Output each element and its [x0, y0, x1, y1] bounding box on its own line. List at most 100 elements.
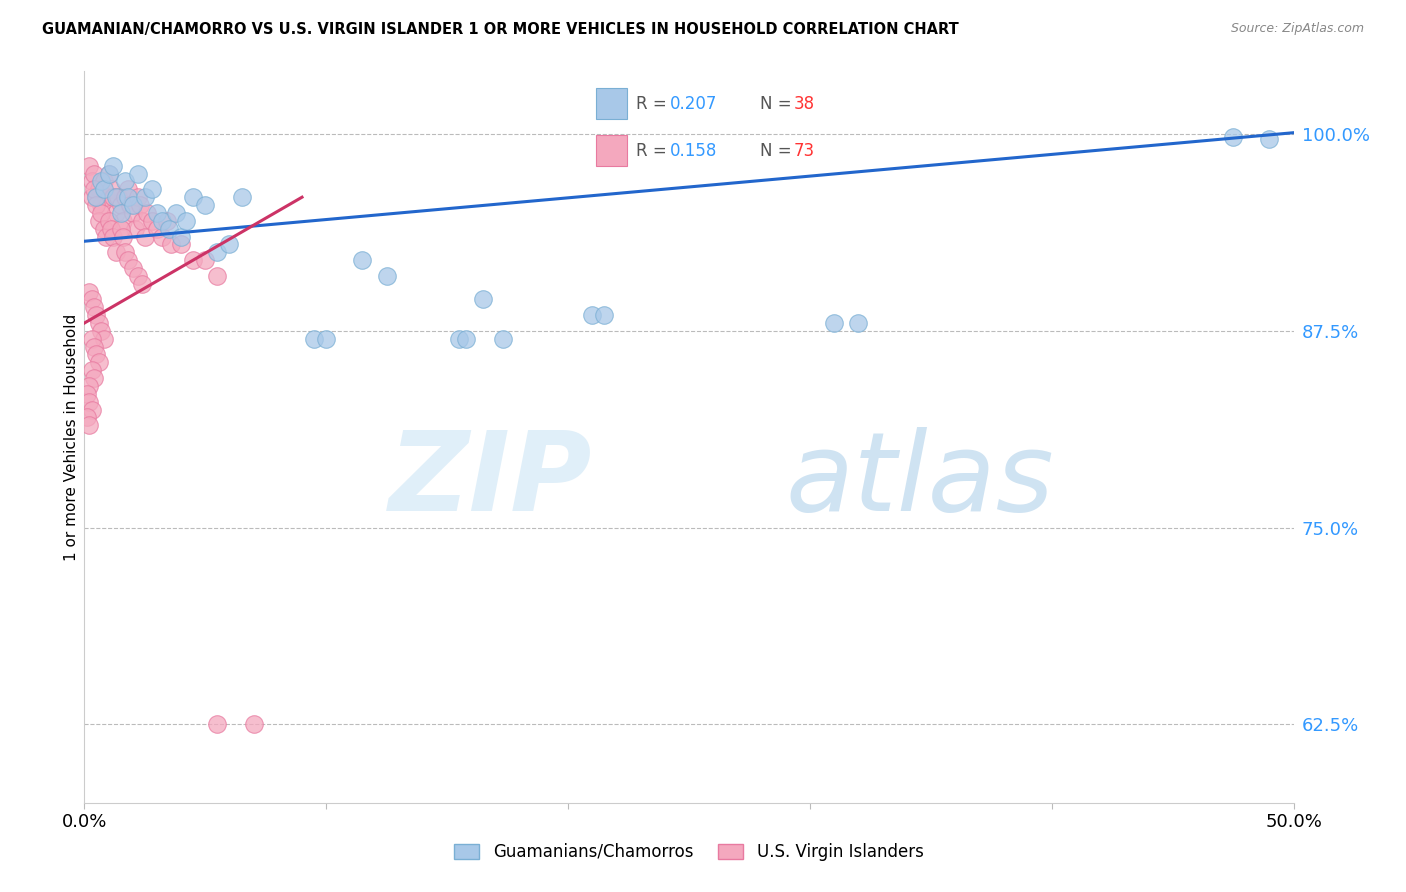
Point: [141, 214, 163, 228]
Point: [77, 379, 100, 393]
Text: 73: 73: [794, 142, 815, 160]
Point: [77, 418, 100, 433]
Text: 0.207: 0.207: [671, 95, 717, 112]
Point: [86, 308, 108, 322]
Point: [121, 198, 143, 212]
Point: [121, 260, 143, 275]
Point: [103, 190, 125, 204]
Point: [1222, 130, 1244, 145]
Point: [104, 245, 127, 260]
Point: [76, 410, 98, 425]
Point: [103, 229, 125, 244]
Point: [472, 293, 495, 307]
Point: [80, 332, 103, 346]
Point: [155, 214, 177, 228]
Point: [87, 214, 110, 228]
Point: [165, 206, 187, 220]
Point: [77, 159, 100, 173]
Legend: Guamanians/Chamorros, U.S. Virgin Islanders: Guamanians/Chamorros, U.S. Virgin Island…: [447, 837, 931, 868]
Point: [134, 229, 156, 244]
Point: [80, 190, 103, 204]
Point: [93, 332, 115, 346]
Point: [174, 214, 197, 228]
Point: [110, 221, 132, 235]
Point: [136, 206, 159, 220]
Point: [170, 229, 193, 244]
Point: [112, 214, 135, 228]
Point: [94, 190, 117, 204]
Point: [114, 245, 136, 260]
Point: [194, 253, 217, 268]
Point: [76, 387, 98, 401]
Point: [83, 167, 105, 181]
Point: [593, 308, 616, 322]
Point: [141, 182, 163, 196]
Point: [127, 268, 149, 283]
Text: Source: ZipAtlas.com: Source: ZipAtlas.com: [1230, 22, 1364, 36]
Bar: [596, 136, 627, 166]
Point: [86, 190, 108, 204]
Point: [107, 190, 129, 204]
Point: [90, 324, 112, 338]
Point: [456, 332, 478, 346]
Point: [131, 214, 153, 228]
Point: [100, 221, 122, 235]
Point: [93, 182, 115, 196]
Point: [110, 198, 132, 212]
Point: [104, 190, 127, 204]
Point: [449, 332, 471, 346]
Text: 0.158: 0.158: [671, 142, 717, 160]
Text: R =: R =: [636, 142, 672, 160]
Point: [80, 402, 103, 417]
Point: [150, 214, 173, 228]
Point: [160, 237, 183, 252]
Point: [90, 198, 112, 212]
Point: [87, 355, 110, 369]
Point: [83, 340, 105, 354]
Point: [104, 206, 127, 220]
Point: [80, 293, 103, 307]
Point: [97, 167, 120, 181]
Point: [93, 221, 115, 235]
Point: [80, 363, 103, 377]
Point: [86, 347, 108, 361]
Text: GUAMANIAN/CHAMORRO VS U.S. VIRGIN ISLANDER 1 OR MORE VEHICLES IN HOUSEHOLD CORRE: GUAMANIAN/CHAMORRO VS U.S. VIRGIN ISLAND…: [42, 22, 959, 37]
Point: [87, 182, 110, 196]
Point: [83, 371, 105, 385]
Point: [120, 198, 142, 212]
Point: [127, 190, 149, 204]
Point: [117, 190, 139, 204]
Point: [218, 237, 240, 252]
Text: ZIP: ZIP: [388, 427, 592, 534]
Text: N =: N =: [759, 142, 797, 160]
Bar: [596, 88, 627, 119]
Point: [94, 229, 117, 244]
Point: [150, 229, 173, 244]
Point: [114, 174, 136, 188]
Point: [100, 182, 122, 196]
Point: [1258, 132, 1281, 146]
Point: [121, 206, 143, 220]
Point: [302, 332, 325, 346]
Point: [492, 332, 515, 346]
Point: [127, 167, 149, 181]
Point: [146, 206, 169, 220]
Point: [129, 198, 152, 212]
Point: [97, 214, 120, 228]
Text: 38: 38: [794, 95, 815, 112]
Point: [83, 182, 105, 196]
Point: [77, 285, 100, 299]
Text: R =: R =: [636, 95, 672, 112]
Point: [86, 198, 108, 212]
Point: [80, 174, 103, 188]
Point: [86, 190, 108, 204]
Point: [131, 277, 153, 291]
Point: [117, 182, 139, 196]
Point: [124, 221, 146, 235]
Point: [134, 190, 156, 204]
Point: [90, 174, 112, 188]
Point: [207, 245, 229, 260]
Point: [231, 190, 253, 204]
Point: [157, 221, 180, 235]
Point: [103, 159, 125, 173]
